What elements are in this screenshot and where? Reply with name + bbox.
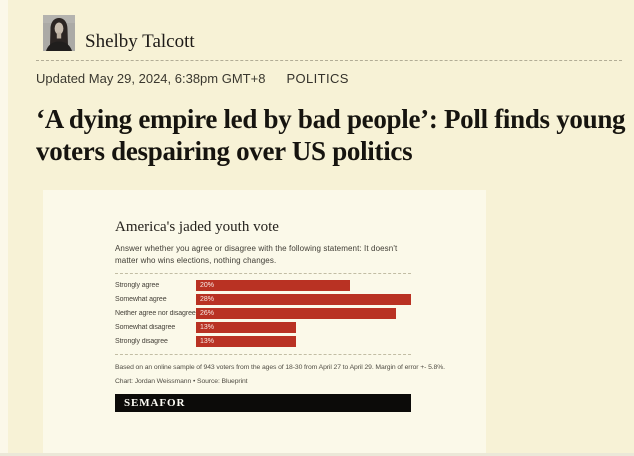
author-portrait-image: [43, 15, 75, 51]
bar-value-label: 26%: [200, 310, 215, 318]
bar: 28%: [196, 294, 411, 306]
chart-bar-row: Strongly disagree 13%: [115, 336, 411, 348]
bar-category-label: Neither agree nor disagree: [115, 310, 196, 318]
bar-track: 13%: [196, 336, 411, 348]
author-avatar[interactable]: [43, 15, 75, 51]
bar-category-label: Somewhat agree: [115, 296, 167, 304]
article-meta: Updated May 29, 2024, 6:38pm GMT+8 POLITI…: [36, 71, 349, 86]
page-left-edge: [0, 0, 8, 456]
semafor-logo: SEMAFOR: [124, 397, 186, 410]
bar-track: 20%: [196, 280, 411, 292]
chart-card: America's jaded youth vote Answer whethe…: [43, 190, 486, 453]
bar-category-label: Strongly agree: [115, 282, 160, 290]
chart-footnote: Based on an online sample of 943 voters …: [115, 364, 445, 372]
article-headline: ‘A dying empire led by bad people’: Poll…: [36, 104, 626, 167]
bar-track: 28%: [196, 294, 411, 306]
chart-subtitle: Answer whether you agree or disagree wit…: [115, 244, 398, 265]
author-name[interactable]: Shelby Talcott: [85, 31, 195, 52]
bar-value-label: 13%: [200, 338, 215, 346]
chart-bar-row: Somewhat disagree 13%: [115, 322, 411, 334]
bar: 26%: [196, 308, 396, 320]
page-bottom-edge: [0, 453, 634, 456]
byline-divider: [36, 60, 622, 61]
bar-category-label: Strongly disagree: [115, 338, 168, 346]
chart: America's jaded youth vote Answer whethe…: [115, 219, 445, 413]
bar-category-label: Somewhat disagree: [115, 324, 176, 332]
category-link[interactable]: POLITICS: [286, 71, 349, 86]
chart-title: America's jaded youth vote: [115, 219, 279, 235]
chart-bar-row: Somewhat agree 28%: [115, 294, 411, 306]
chart-divider-top: [115, 273, 411, 275]
bar: 13%: [196, 322, 296, 334]
updated-timestamp: Updated May 29, 2024, 6:38pm GMT+8: [36, 71, 266, 86]
bar-chart: Strongly agree 20% Somewhat agree 28% Neithe…: [115, 280, 411, 348]
chart-bar-row: Strongly agree 20%: [115, 280, 411, 292]
chart-credit: Chart: Jordan Weissmann • Source: Bluepr…: [115, 378, 248, 386]
semafor-logo-bar: SEMAFOR: [115, 394, 411, 413]
bar-value-label: 13%: [200, 324, 215, 332]
bar: 20%: [196, 280, 350, 292]
bar-value-label: 28%: [200, 296, 215, 304]
chart-bar-row: Neither agree nor disagree 26%: [115, 308, 411, 320]
bar-value-label: 20%: [200, 282, 215, 290]
bar-track: 26%: [196, 308, 411, 320]
bar-track: 13%: [196, 322, 411, 334]
chart-divider-bottom: [115, 354, 411, 356]
bar: 13%: [196, 336, 296, 348]
